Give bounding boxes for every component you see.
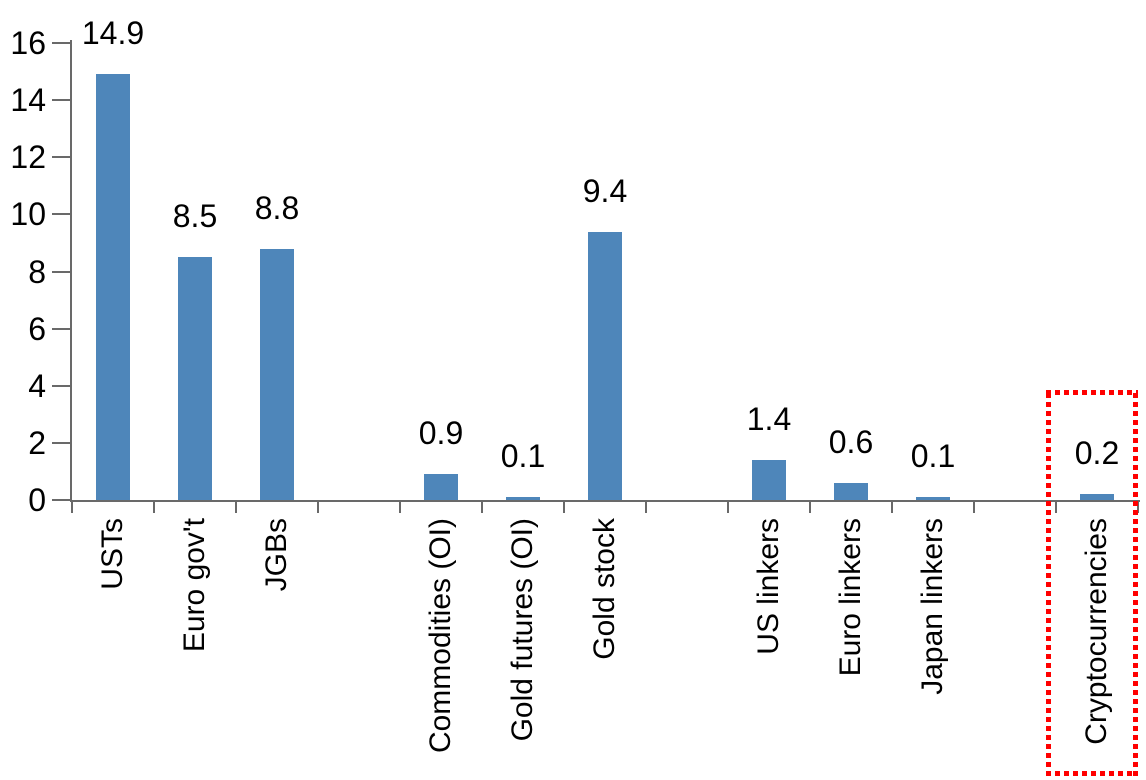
y-axis-tick-label: 4: [28, 367, 46, 404]
bar-japan-linkers: [916, 497, 950, 500]
value-label-gold-stock: 9.4: [582, 172, 628, 209]
x-axis-tick: [727, 500, 729, 513]
value-label-commodities-oi: 0.9: [418, 415, 464, 452]
bar-gold-stock: [588, 231, 622, 500]
highlight-border-bottom: [1046, 771, 1138, 776]
x-axis-tick: [1137, 500, 1139, 513]
x-axis-tick: [563, 500, 565, 513]
value-label-euro-linkers: 0.6: [828, 423, 874, 460]
highlight-border-right: [1133, 390, 1138, 776]
value-label-gold-futures-oi: 0.1: [500, 438, 546, 475]
bar-cryptocurrencies: [1080, 494, 1114, 500]
category-label-japan-linkers: Japan linkers: [916, 518, 949, 695]
highlight-box-cryptocurrencies: [1046, 390, 1138, 776]
category-label-usts: USTs: [96, 518, 129, 590]
y-axis-tick: [52, 99, 72, 102]
highlight-border-left: [1046, 390, 1051, 776]
y-axis-tick: [52, 42, 72, 44]
y-axis-tick: [52, 441, 72, 444]
value-label-euro-gov-t: 8.5: [172, 198, 218, 235]
y-axis-tick: [52, 499, 72, 501]
y-axis-tick: [52, 270, 72, 273]
x-axis-tick: [973, 500, 975, 513]
highlight-border-top: [1046, 390, 1138, 395]
y-axis-tick-label: 0: [28, 482, 46, 518]
x-axis-tick: [399, 500, 401, 513]
bar-commodities-oi: [424, 474, 458, 500]
bar-gold-futures-oi: [506, 497, 540, 500]
bar-us-linkers: [752, 460, 786, 500]
y-axis-tick: [52, 384, 72, 387]
value-label-japan-linkers: 0.1: [910, 438, 956, 475]
category-label-euro-gov-t: Euro gov't: [178, 518, 211, 653]
category-label-commodities-oi: Commodities (OI): [424, 518, 457, 754]
value-label-us-linkers: 1.4: [746, 401, 792, 437]
value-label-jgbs: 8.8: [254, 189, 300, 226]
category-label-gold-stock: Gold stock: [588, 518, 621, 660]
category-label-gold-futures-oi: Gold futures (OI): [506, 518, 539, 742]
y-axis-tick: [52, 213, 72, 216]
x-axis-tick: [645, 500, 647, 513]
y-axis-tick: [52, 327, 72, 330]
y-axis-tick-label: 8: [28, 253, 46, 290]
y-axis-tick-label: 16: [10, 25, 46, 61]
y-axis-tick-label: 6: [28, 310, 46, 347]
y-axis-tick-label: 14: [10, 82, 46, 119]
y-axis-tick: [52, 156, 72, 159]
x-axis-tick: [891, 500, 893, 513]
x-axis-tick: [317, 500, 319, 513]
y-axis-tick-label: 10: [10, 196, 46, 233]
y-axis-tick-label: 12: [10, 139, 46, 176]
category-label-jgbs: JGBs: [260, 518, 293, 592]
value-label-usts: 14.9: [81, 15, 145, 52]
value-label-cryptocurrencies: 0.2: [1074, 435, 1120, 472]
category-label-euro-linkers: Euro linkers: [834, 518, 867, 677]
bar-usts: [96, 74, 130, 500]
category-label-us-linkers: US linkers: [752, 518, 785, 655]
x-axis-line: [70, 500, 1140, 502]
x-axis-tick: [809, 500, 811, 513]
bar-jgbs: [260, 248, 294, 500]
x-axis-tick: [153, 500, 155, 513]
bar-euro-gov-t: [178, 257, 212, 500]
y-axis-tick-label: 2: [28, 424, 46, 461]
x-axis-tick: [481, 500, 483, 513]
x-axis-tick: [235, 500, 237, 513]
x-axis-tick: [1055, 500, 1057, 513]
x-axis-tick: [71, 500, 73, 513]
bar-euro-linkers: [834, 482, 868, 500]
